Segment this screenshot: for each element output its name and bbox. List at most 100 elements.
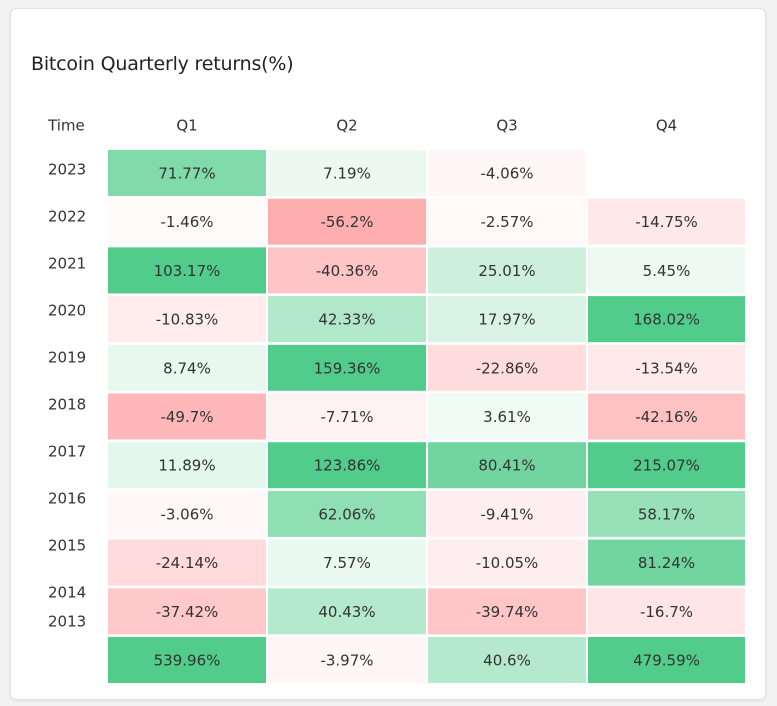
heatmap-cell-2019-q3 [428, 344, 586, 391]
year-label-2023: 2023 [48, 161, 86, 179]
cell-value-2018-q2: -7.71% [320, 408, 373, 426]
heatmap-cell-2016-q4 [588, 490, 745, 537]
cell-value-2018-q4: -42.16% [635, 408, 698, 426]
cell-value-2021-q3: 25.01% [478, 262, 535, 280]
cell-value-2015-q3: -10.05% [476, 554, 539, 572]
cell-value-2020-q4: 168.02% [633, 311, 700, 329]
heatmap-cell-2013-q1 [108, 637, 266, 683]
year-label-2018: 2018 [48, 396, 86, 414]
heatmap-cell-2018-q3 [428, 393, 586, 440]
cell-value-2015-q2: 7.57% [323, 554, 371, 572]
heatmap-cell-2020-q2 [268, 296, 426, 343]
year-label-2013: 2013 [48, 613, 86, 631]
cell-value-2018-q1: -49.7% [160, 408, 213, 426]
year-label-2020: 2020 [48, 302, 86, 320]
cell-value-2022-q2: -56.2% [320, 213, 373, 231]
cell-value-2014-q4: -16.7% [640, 603, 693, 621]
year-label-2021: 2021 [48, 255, 86, 273]
cell-value-2021-q2: -40.36% [316, 262, 379, 280]
cell-value-2023-q3: -4.06% [480, 165, 533, 183]
heatmap-cell-2019-q1 [108, 344, 266, 391]
heatmap-cell-2021-q3 [428, 247, 586, 294]
heatmap-cell-2017-q3 [428, 442, 586, 489]
heatmap-cell-2015-q3 [428, 539, 586, 586]
cell-value-2017-q2: 123.86% [314, 457, 381, 475]
cell-value-2014-q3: -39.74% [476, 603, 539, 621]
heatmap-cell-2018-q1 [108, 393, 266, 440]
cell-value-2021-q1: 103.17% [154, 262, 221, 280]
heatmap-cell-2021-q1 [108, 247, 266, 294]
heatmap-cell-2021-q2 [268, 247, 426, 294]
heatmap-cell-2015-q1 [108, 539, 266, 586]
cell-value-2016-q4: 58.17% [638, 505, 695, 523]
heatmap-cell-2022-q4 [588, 198, 745, 245]
cell-value-2017-q1: 11.89% [158, 457, 215, 475]
heatmap-cell-2023-q1 [108, 150, 266, 196]
cell-value-2018-q3: 3.61% [483, 408, 531, 426]
quarter-header-q2: Q2 [336, 117, 357, 135]
heatmap-cell-2022-q3 [428, 198, 586, 245]
heatmap-cell-2020-q3 [428, 296, 586, 343]
year-label-2019: 2019 [48, 349, 86, 367]
heatmap-cell-2023-q2 [268, 150, 426, 196]
cell-value-2020-q1: -10.83% [156, 311, 219, 329]
heatmap-cell-2013-q4 [588, 637, 745, 683]
cell-value-2016-q3: -9.41% [480, 505, 533, 523]
cell-value-2013-q2: -3.97% [320, 652, 373, 670]
heatmap-cell-2014-q1 [108, 588, 266, 635]
heatmap-cell-2014-q3 [428, 588, 586, 635]
cell-value-2019-q4: -13.54% [635, 359, 698, 377]
year-label-2016: 2016 [48, 490, 86, 508]
cell-value-2013-q3: 40.6% [483, 652, 531, 670]
quarter-header-q3: Q3 [496, 117, 517, 135]
cell-value-2022-q3: -2.57% [480, 213, 533, 231]
heatmap-cell-2017-q4 [588, 442, 745, 489]
heatmap-cell-2015-q4 [588, 539, 745, 586]
year-label-2014: 2014 [48, 584, 86, 602]
cell-value-2014-q1: -37.42% [156, 603, 219, 621]
heatmap-cell-2019-q2 [268, 344, 426, 391]
cell-value-2016-q1: -3.06% [160, 505, 213, 523]
heatmap-cell-2017-q2 [268, 442, 426, 489]
heatmap-cell-2021-q4 [588, 247, 745, 294]
chart-title: Bitcoin Quarterly returns(%) [31, 53, 294, 75]
cell-value-2022-q1: -1.46% [160, 213, 213, 231]
cell-value-2013-q4: 479.59% [633, 652, 700, 670]
cell-value-2019-q2: 159.36% [314, 359, 381, 377]
quarter-header-q4: Q4 [656, 117, 677, 135]
cell-value-2015-q1: -24.14% [156, 554, 219, 572]
heatmap-cell-2022-q2 [268, 198, 426, 245]
cell-value-2023-q1: 71.77% [158, 165, 215, 183]
heatmap-cell-2014-q4 [588, 588, 745, 635]
heatmap-cell-2016-q3 [428, 490, 586, 537]
cell-value-2017-q3: 80.41% [478, 457, 535, 475]
heatmap-cell-2015-q2 [268, 539, 426, 586]
heatmap-cell-2013-q3 [428, 637, 586, 683]
heatmap-cell-2014-q2 [268, 588, 426, 635]
year-label-2017: 2017 [48, 443, 86, 461]
cell-value-2021-q4: 5.45% [643, 262, 691, 280]
cell-value-2014-q2: 40.43% [318, 603, 375, 621]
heatmap-cell-2013-q2 [268, 637, 426, 683]
cell-value-2016-q2: 62.06% [318, 505, 375, 523]
heatmap-cell-2018-q2 [268, 393, 426, 440]
year-label-2015: 2015 [48, 537, 86, 555]
cell-value-2019-q1: 8.74% [163, 359, 211, 377]
heatmap-cell-2016-q1 [108, 490, 266, 537]
quarter-header-q1: Q1 [176, 117, 197, 135]
heatmap-cell-2020-q4 [588, 296, 745, 343]
heatmap-cell-2020-q1 [108, 296, 266, 343]
heatmap-cell-2019-q4 [588, 344, 745, 391]
cell-value-2020-q3: 17.97% [478, 311, 535, 329]
heatmap-cell-2022-q1 [108, 198, 266, 245]
time-column-header: Time [47, 117, 85, 135]
cell-value-2023-q2: 7.19% [323, 165, 371, 183]
cell-value-2017-q4: 215.07% [633, 457, 700, 475]
cell-value-2015-q4: 81.24% [638, 554, 695, 572]
heatmap-cell-2018-q4 [588, 393, 745, 440]
cell-value-2020-q2: 42.33% [318, 311, 375, 329]
year-label-2022: 2022 [48, 208, 86, 226]
heatmap-cell-2023-q3 [428, 150, 586, 196]
cell-value-2013-q1: 539.96% [154, 652, 221, 670]
